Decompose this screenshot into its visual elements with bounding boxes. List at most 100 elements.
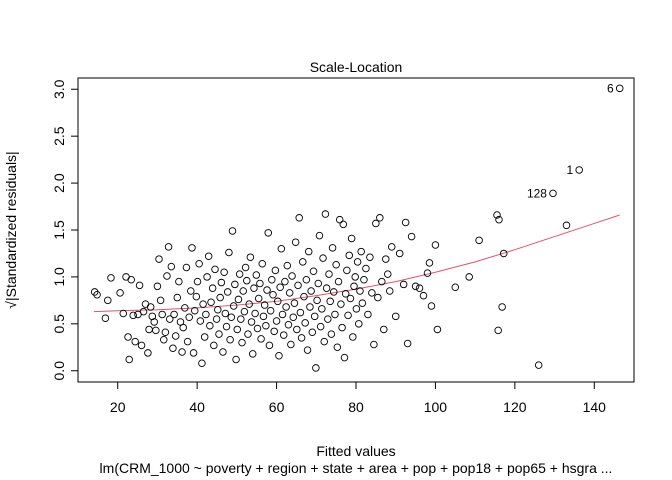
data-point [310, 312, 319, 321]
data-point [178, 348, 186, 356]
data-point [339, 220, 348, 229]
data-point [101, 314, 110, 322]
data-point [384, 270, 392, 278]
data-point [387, 243, 396, 251]
data-point [129, 311, 137, 320]
data-point [198, 359, 206, 367]
data-point [131, 337, 139, 346]
data-point [265, 341, 274, 350]
data-point [137, 341, 146, 350]
data-point [338, 323, 346, 332]
data-point [193, 277, 202, 286]
data-point [307, 287, 315, 295]
data-point [575, 166, 583, 174]
data-point [344, 311, 352, 320]
data-point [135, 281, 144, 290]
data-point [237, 315, 245, 323]
point-label: 1 [567, 163, 574, 177]
data-point [208, 284, 217, 292]
y-tick-label: 0.0 [51, 361, 67, 381]
point-label: 128 [527, 186, 547, 200]
data-point [465, 273, 473, 281]
data-point [203, 273, 211, 281]
data-point [333, 343, 342, 352]
data-point [419, 291, 428, 300]
data-point [284, 321, 293, 329]
data-point [127, 275, 135, 284]
data-point [250, 284, 258, 292]
data-point [158, 310, 166, 319]
data-point [202, 310, 210, 319]
data-point [276, 283, 284, 291]
data-point [431, 241, 440, 249]
data-point [217, 278, 226, 287]
x-axis-label: Fitted values [316, 443, 395, 459]
data-point [300, 292, 308, 301]
data-point [372, 219, 380, 228]
data-point [275, 351, 283, 360]
data-point [214, 306, 222, 314]
data-point [145, 325, 153, 334]
data-point [351, 273, 359, 281]
data-point [303, 346, 312, 354]
data-point [343, 266, 351, 275]
data-point [327, 330, 336, 338]
data-point [164, 243, 173, 251]
data-point [185, 313, 193, 322]
data-point [350, 282, 358, 291]
data-point [391, 312, 400, 321]
data-point [282, 303, 290, 311]
data-point [119, 309, 128, 318]
data-point [182, 263, 191, 272]
data-point [362, 264, 370, 273]
x-tick-label: 60 [269, 399, 285, 415]
data-point [353, 258, 362, 266]
points-layer [90, 84, 624, 372]
data-point [427, 302, 436, 310]
data-point [347, 234, 356, 243]
data-point [320, 337, 328, 346]
data-point [364, 310, 372, 319]
data-point [395, 249, 404, 258]
data-point [355, 320, 363, 328]
data-point [238, 338, 246, 347]
data-point [322, 284, 331, 292]
data-point [283, 261, 292, 270]
data-point [156, 296, 165, 305]
data-point [301, 319, 309, 327]
data-point [324, 315, 332, 323]
data-point [181, 304, 189, 312]
data-point [259, 312, 268, 321]
data-point [345, 251, 353, 260]
data-point [258, 260, 267, 268]
data-point [315, 231, 324, 240]
data-point [270, 327, 278, 336]
data-point [222, 322, 231, 331]
point-label: 6 [607, 81, 614, 95]
y-axis-label: √|Standardized residuals| [3, 151, 19, 308]
data-point [357, 247, 365, 256]
data-point [195, 260, 203, 268]
data-point [252, 271, 261, 279]
data-point [246, 253, 255, 261]
data-point [243, 276, 251, 285]
data-point [330, 288, 338, 296]
data-point [498, 303, 506, 311]
data-point [189, 349, 198, 357]
data-point [334, 277, 343, 286]
data-point [290, 299, 299, 307]
data-point [251, 309, 259, 318]
data-point [399, 280, 408, 289]
data-point [288, 272, 296, 280]
data-point [328, 244, 337, 252]
data-point [360, 275, 368, 284]
data-point [499, 249, 508, 258]
data-point [332, 260, 340, 269]
data-point [316, 322, 325, 331]
data-point [279, 331, 288, 339]
data-point [232, 355, 240, 364]
data-point [150, 318, 159, 326]
data-point [169, 344, 177, 352]
data-point [245, 300, 253, 308]
